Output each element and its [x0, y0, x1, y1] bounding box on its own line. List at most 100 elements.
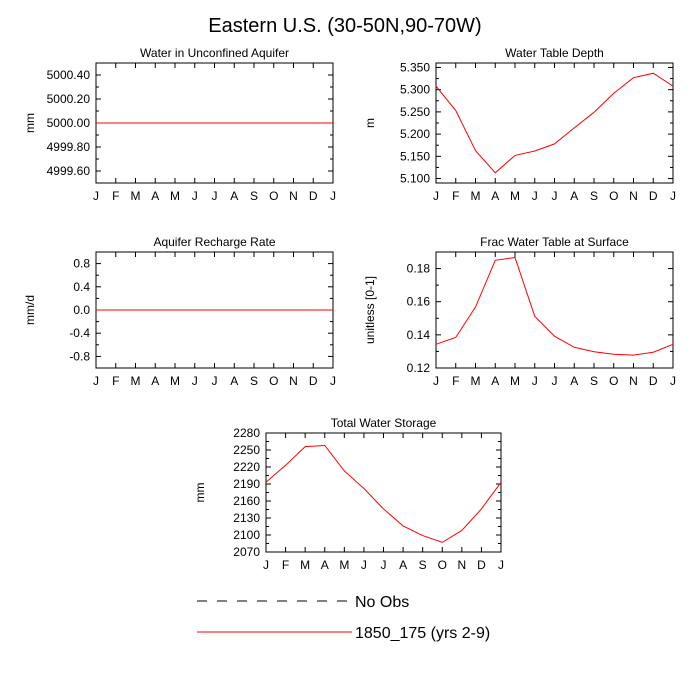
x-tick-label: S: [590, 189, 598, 203]
legend: No Obs 1850_175 (yrs 2-9): [197, 594, 490, 642]
x-tick-label: J: [381, 558, 387, 572]
x-tick-label: J: [552, 374, 558, 388]
y-tick-label: 5.100: [400, 172, 430, 186]
x-tick-label: A: [321, 558, 329, 572]
x-tick-label: M: [471, 189, 481, 203]
y-tick-label: -0.4: [69, 326, 90, 340]
x-tick-label: M: [510, 189, 520, 203]
y-tick-label: 5.200: [400, 127, 430, 141]
x-tick-label: D: [309, 189, 318, 203]
x-tick-label: S: [590, 374, 598, 388]
y-tick-label: 2250: [233, 443, 260, 457]
y-tick-label: 2070: [233, 545, 260, 559]
x-tick-label: O: [609, 189, 618, 203]
x-tick-label: D: [649, 189, 658, 203]
x-tick-label: A: [491, 189, 499, 203]
chart-title: Water Table Depth: [505, 46, 604, 60]
x-tick-label: M: [339, 558, 349, 572]
x-tick-label: J: [212, 374, 218, 388]
x-tick-label: S: [250, 374, 258, 388]
series-line: [435, 256, 674, 356]
x-tick-label: J: [330, 189, 336, 203]
x-tick-label: F: [282, 558, 289, 572]
y-tick-label: 2160: [233, 494, 260, 508]
chart-title: Aquifer Recharge Rate: [153, 235, 275, 249]
x-tick-label: M: [510, 374, 520, 388]
y-axis-label: mm/d: [23, 295, 37, 325]
y-axis-label: unitless [0-1]: [363, 276, 377, 344]
x-tick-label: J: [498, 558, 504, 572]
x-tick-label: F: [452, 189, 459, 203]
figure-title: Eastern U.S. (30-50N,90-70W): [208, 15, 481, 37]
y-tick-label: 5.350: [400, 60, 430, 74]
y-tick-label: 5000.00: [47, 116, 91, 130]
x-tick-label: N: [289, 189, 298, 203]
x-tick-label: N: [289, 374, 298, 388]
y-tick-label: 0.4: [73, 280, 90, 294]
x-tick-label: A: [570, 374, 578, 388]
x-tick-label: J: [532, 374, 538, 388]
x-tick-label: J: [670, 189, 676, 203]
x-tick-label: J: [192, 374, 198, 388]
y-tick-label: 5.150: [400, 149, 430, 163]
y-tick-label: 2130: [233, 511, 260, 525]
x-tick-label: J: [330, 374, 336, 388]
x-tick-label: J: [670, 374, 676, 388]
x-tick-label: F: [112, 189, 119, 203]
x-tick-label: O: [438, 558, 447, 572]
x-tick-label: J: [433, 374, 439, 388]
x-tick-label: O: [609, 374, 618, 388]
x-tick-label: A: [230, 189, 238, 203]
x-tick-label: J: [263, 558, 269, 572]
x-tick-label: J: [552, 189, 558, 203]
x-tick-label: D: [649, 374, 658, 388]
x-tick-label: A: [491, 374, 499, 388]
x-tick-label: A: [399, 558, 407, 572]
x-tick-label: M: [471, 374, 481, 388]
chart-title: Total Water Storage: [331, 416, 437, 430]
x-tick-label: N: [629, 189, 638, 203]
y-tick-label: 2220: [233, 460, 260, 474]
y-tick-label: 2190: [233, 477, 260, 491]
y-axis-label: m: [363, 118, 377, 128]
y-tick-label: 4999.80: [47, 140, 91, 154]
x-tick-label: A: [230, 374, 238, 388]
x-tick-label: J: [361, 558, 367, 572]
plot-frame: [435, 62, 674, 184]
x-tick-label: J: [433, 189, 439, 203]
y-tick-label: 0.18: [407, 262, 431, 276]
y-tick-label: 5.250: [400, 105, 430, 119]
x-tick-label: S: [419, 558, 427, 572]
y-tick-label: 0.16: [407, 295, 431, 309]
y-tick-label: 2280: [233, 426, 260, 440]
x-tick-label: M: [170, 374, 180, 388]
y-axis-label: mm: [193, 483, 207, 503]
chart-title: Water in Unconfined Aquifer: [140, 46, 289, 60]
series-line: [435, 72, 674, 174]
x-tick-label: J: [192, 189, 198, 203]
y-axis-label: mm: [23, 113, 37, 133]
y-tick-label: 5000.20: [47, 92, 91, 106]
x-tick-label: M: [300, 558, 310, 572]
x-tick-label: F: [452, 374, 459, 388]
series-line: [265, 444, 502, 543]
x-tick-label: A: [151, 374, 159, 388]
x-tick-label: O: [269, 189, 278, 203]
x-tick-label: J: [212, 189, 218, 203]
x-tick-label: D: [309, 374, 318, 388]
legend-label: 1850_175 (yrs 2-9): [355, 625, 490, 642]
legend-label: No Obs: [355, 594, 409, 611]
x-tick-label: A: [570, 189, 578, 203]
y-tick-label: 2100: [233, 528, 260, 542]
plot-frame: [435, 251, 674, 369]
y-tick-label: 4999.60: [47, 164, 91, 178]
y-tick-label: -0.8: [69, 349, 90, 363]
x-tick-label: A: [151, 189, 159, 203]
x-tick-label: J: [532, 189, 538, 203]
y-tick-label: 0.14: [407, 328, 431, 342]
x-tick-label: M: [131, 374, 141, 388]
x-tick-label: D: [477, 558, 486, 572]
y-tick-label: 0.8: [73, 257, 90, 271]
